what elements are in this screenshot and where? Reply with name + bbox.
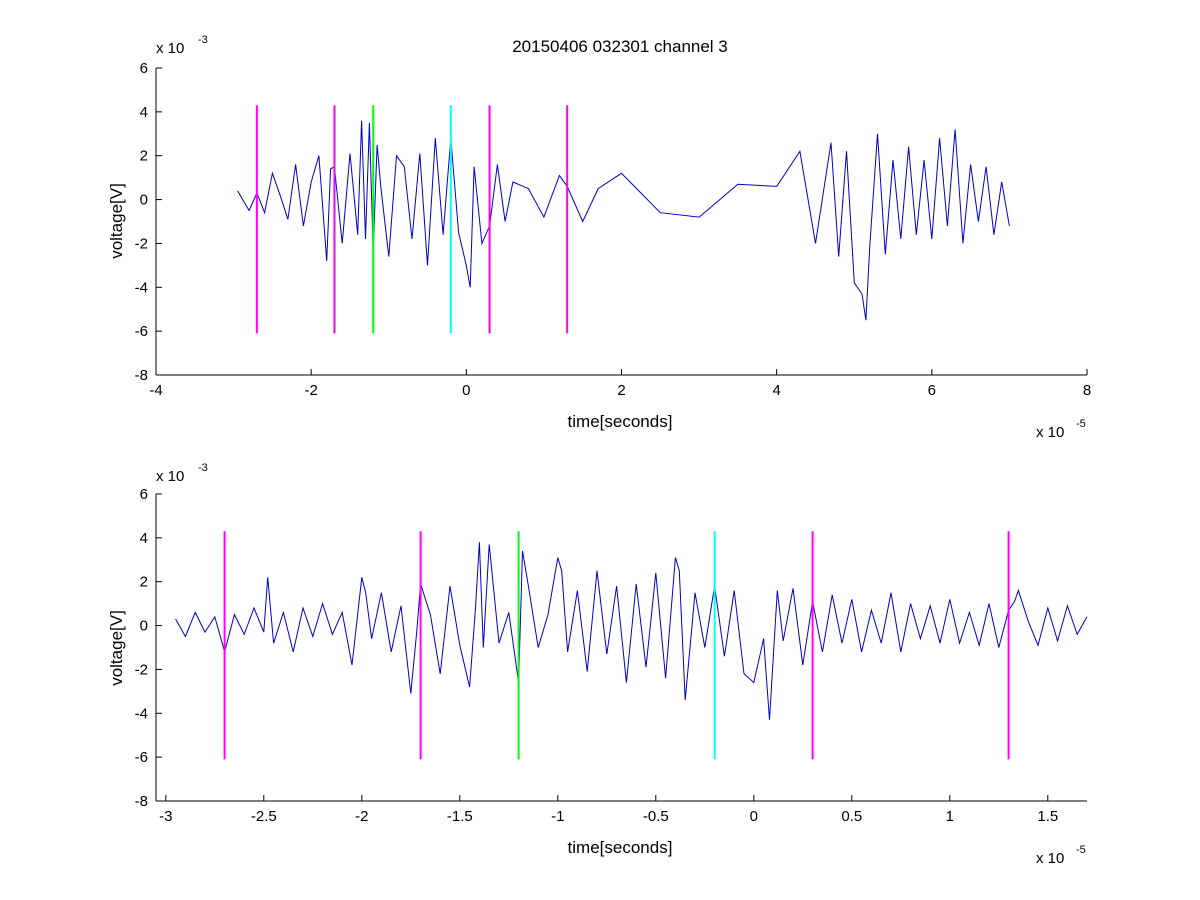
- bottom-y-tick-label: 6: [140, 486, 148, 503]
- bottom-y-tick-label: -2: [135, 661, 148, 678]
- bottom-x-tick-label: 1.5: [1037, 808, 1058, 825]
- top-y-axis-label: voltage[V]: [107, 183, 126, 259]
- bottom-x-tick-label: -1.5: [447, 808, 473, 825]
- bottom-y-axis-label: voltage[V]: [107, 610, 126, 686]
- bottom-y-exponent-base: x 10: [156, 468, 184, 485]
- top-x-exponent-power: -5: [1076, 418, 1086, 430]
- bottom-x-tick-label: -1: [551, 808, 564, 825]
- bottom-subplot: -3 -2.5 -2 -1.5 -1 -0.5 0 0.5 1 1.5 -8 -6 -4 -2 0 2 4 6 x…: [107, 462, 1088, 867]
- figure-title: 20150406 032301 channel 3: [512, 37, 728, 56]
- bottom-plot-area: -3 -2.5 -2 -1.5 -1 -0.5 0 0.5 1 1.5 -8 -6 -4 -2 0 2 4 6: [135, 486, 1088, 825]
- bottom-y-exponent-power: -3: [198, 462, 208, 474]
- top-x-tick-label: 4: [772, 382, 780, 399]
- bottom-y-tick-label: 4: [140, 530, 148, 547]
- bottom-x-tick-label: -0.5: [643, 808, 669, 825]
- top-x-exponent-base: x 10: [1036, 424, 1064, 441]
- bottom-y-tick-label: 0: [140, 618, 148, 635]
- top-x-tick-label: 6: [928, 382, 936, 399]
- bottom-x-tick-label: -2.5: [251, 808, 277, 825]
- bottom-y-tick-label: -4: [135, 705, 148, 722]
- top-y-tick-label: -4: [135, 279, 148, 296]
- bottom-voltage-trace: [175, 542, 1088, 720]
- bottom-y-tick-label: -6: [135, 749, 148, 766]
- bottom-x-tick-label: 0.5: [841, 808, 862, 825]
- top-x-tick-label: -4: [149, 382, 162, 399]
- top-y-tick-label: -6: [135, 323, 148, 340]
- bottom-y-tick-label: -8: [135, 793, 148, 810]
- bottom-y-tick-label: 2: [140, 574, 148, 591]
- bottom-x-axis-label: time[seconds]: [568, 838, 673, 857]
- bottom-x-tick-label: 0: [750, 808, 758, 825]
- top-y-tick-label: 4: [140, 104, 148, 121]
- top-y-tick-label: -2: [135, 235, 148, 252]
- top-x-axis-label: time[seconds]: [568, 412, 673, 431]
- bottom-x-exponent-base: x 10: [1036, 850, 1064, 867]
- top-x-tick-label: 8: [1083, 382, 1091, 399]
- top-subplot: -4 -2 0 2 4 6 8 -8 -6 -4 -2 0 2 4 6 x 10 -3 x 10 -5 ti…: [107, 34, 1091, 441]
- top-x-tick-label: 0: [462, 382, 470, 399]
- top-y-tick-label: 6: [140, 60, 148, 77]
- top-y-tick-label: -8: [135, 367, 148, 384]
- top-plot-area: -4 -2 0 2 4 6 8 -8 -6 -4 -2 0 2 4 6: [135, 60, 1092, 399]
- top-y-exponent-power: -3: [198, 34, 208, 46]
- bottom-x-tick-label: -3: [159, 808, 172, 825]
- bottom-x-exponent-power: -5: [1076, 844, 1086, 856]
- top-y-exponent-base: x 10: [156, 40, 184, 57]
- top-y-tick-label: 2: [140, 148, 148, 165]
- top-y-tick-label: 0: [140, 192, 148, 209]
- top-x-tick-label: 2: [617, 382, 625, 399]
- bottom-x-tick-label: -2: [355, 808, 368, 825]
- bottom-x-tick-label: 1: [946, 808, 954, 825]
- top-x-tick-label: -2: [304, 382, 317, 399]
